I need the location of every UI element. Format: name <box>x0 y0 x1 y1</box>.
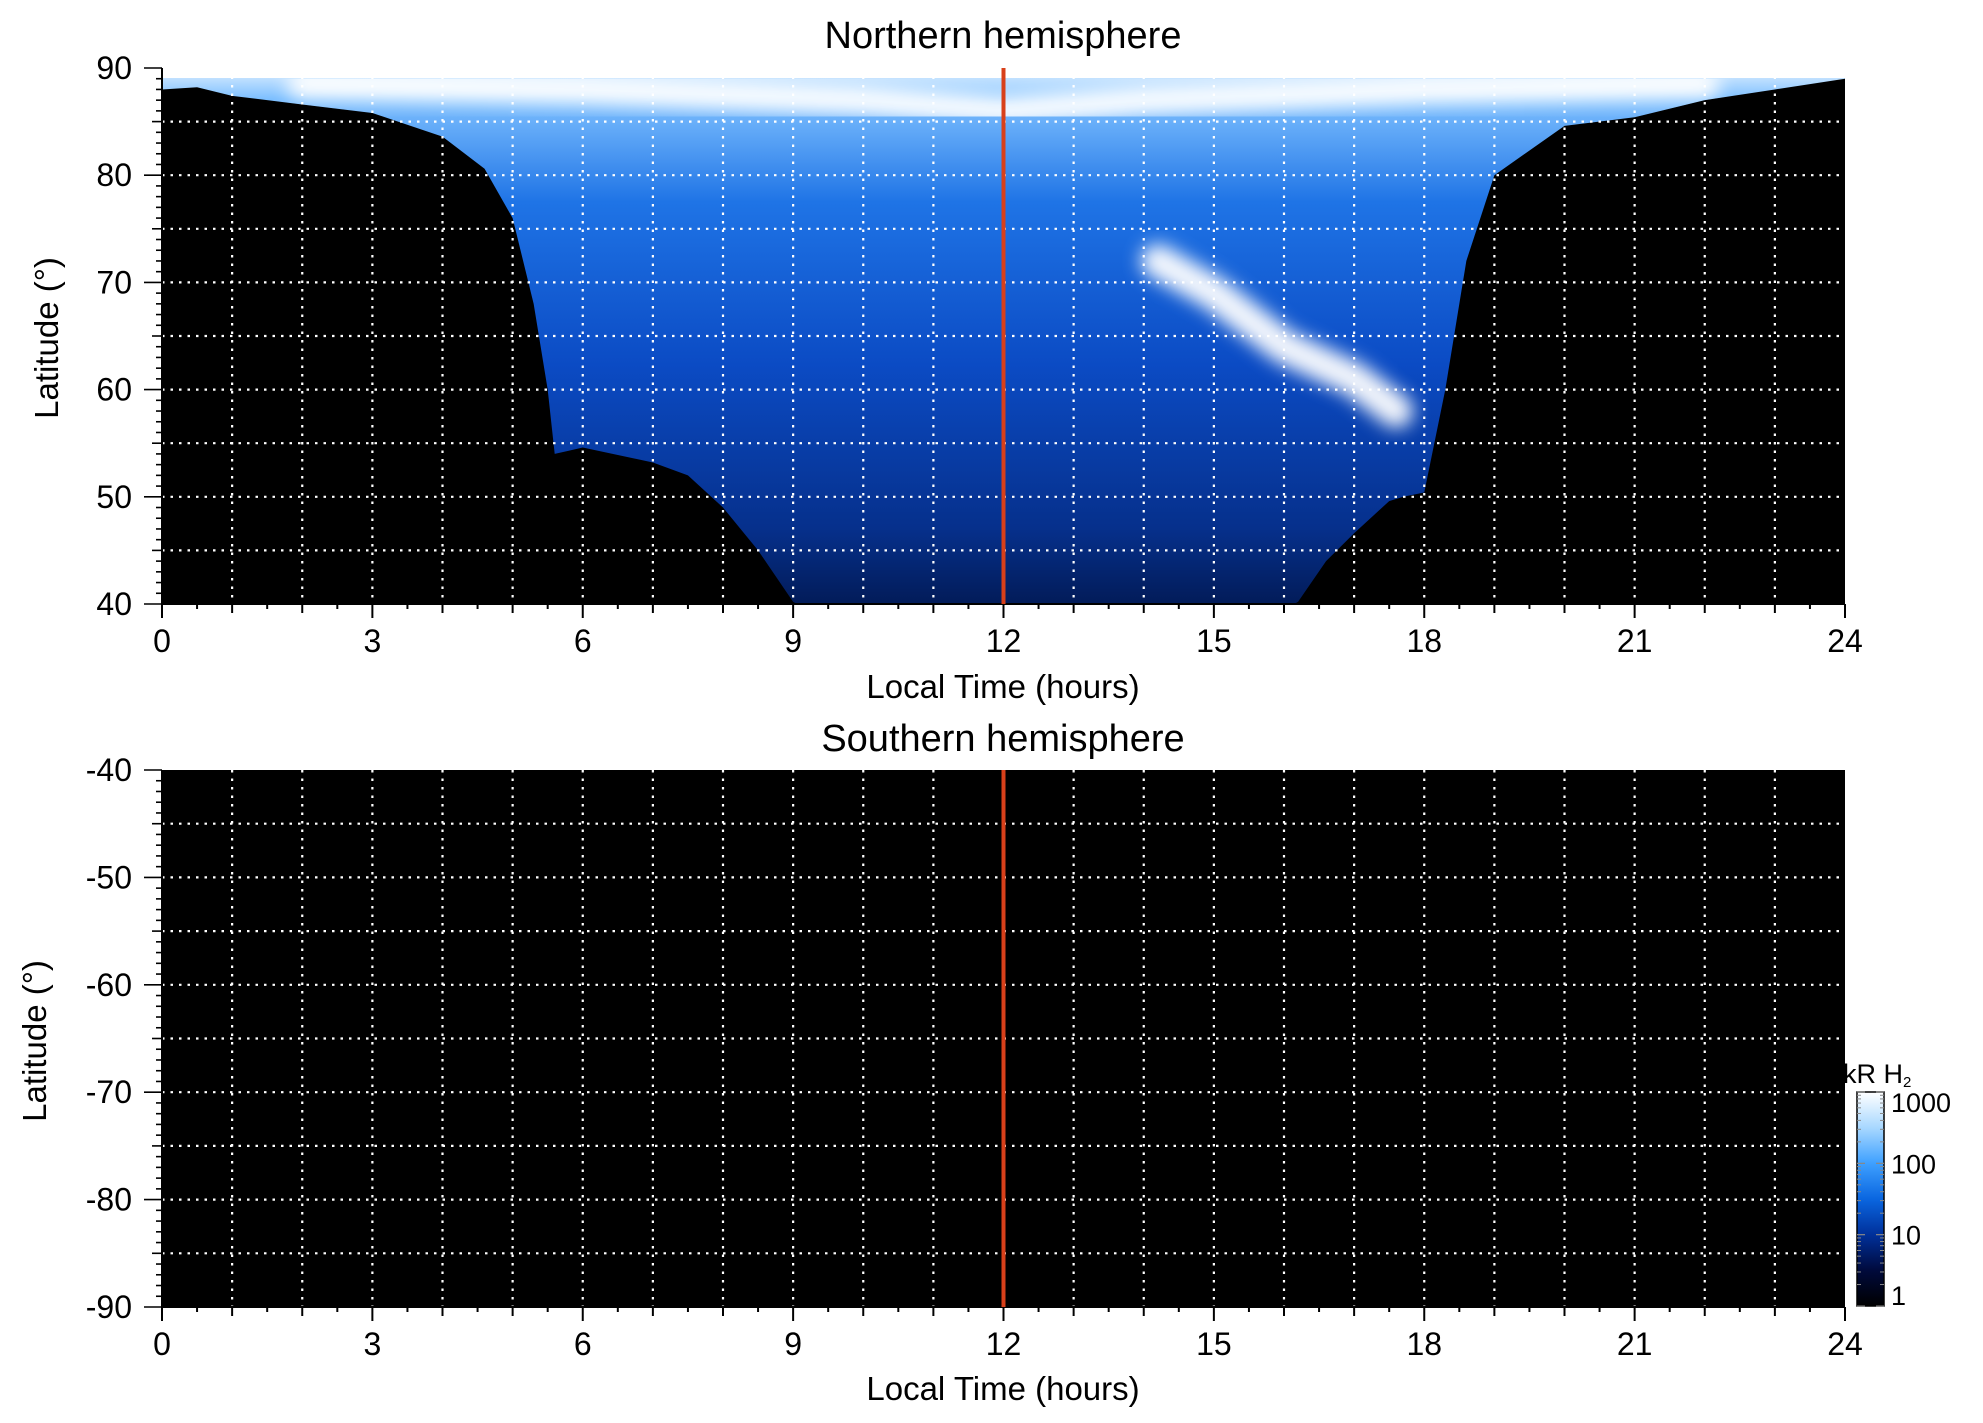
colorbar-title: kR H2 <box>1843 1059 1911 1091</box>
y-tick-label: -70 <box>86 1074 132 1110</box>
y-tick-label: -60 <box>86 967 132 1003</box>
southern-x-tick-labels: 0 3 6 9 12 15 18 21 24 <box>153 1326 1863 1362</box>
colorbar-tick-label: 10 <box>1891 1221 1921 1251</box>
colorbar: kR H2 1000 100 10 1 <box>1843 1059 1951 1311</box>
northern-x-ticks <box>161 603 1846 618</box>
x-tick-label: 3 <box>363 1326 381 1362</box>
x-tick-label: 21 <box>1617 623 1653 659</box>
x-tick-label: 12 <box>986 1326 1022 1362</box>
northern-x-tick-labels: 0 3 6 9 12 15 18 21 24 <box>153 623 1863 659</box>
x-tick-label: 9 <box>784 623 802 659</box>
emission-feature-0 <box>1140 243 1414 429</box>
colorbar-title-subscript: 2 <box>1903 1074 1911 1091</box>
y-tick-label: -80 <box>86 1182 132 1218</box>
x-tick-label: 24 <box>1827 623 1863 659</box>
southern-y-axis-label: Latitude (°) <box>16 960 53 1122</box>
y-tick-label: -40 <box>86 752 132 788</box>
southern-x-axis-label: Local Time (hours) <box>866 1370 1139 1407</box>
northern-y-axis-label: Latitude (°) <box>28 257 65 419</box>
colorbar-tick-label: 1 <box>1891 1281 1906 1311</box>
y-tick-label: 70 <box>96 264 132 300</box>
y-tick-label: -50 <box>86 859 132 895</box>
y-tick-label: 90 <box>96 50 132 86</box>
southern-y-tick-labels: -40 -50 -60 -70 -80 -90 <box>86 752 132 1325</box>
y-tick-label: 80 <box>96 157 132 193</box>
southern-panel-title: Southern hemisphere <box>821 718 1184 760</box>
y-tick-label: 40 <box>96 586 132 622</box>
x-tick-label: 15 <box>1196 623 1232 659</box>
x-tick-label: 21 <box>1617 1326 1653 1362</box>
x-tick-label: 0 <box>153 623 171 659</box>
southern-y-ticks <box>144 769 163 1308</box>
northern-y-ticks <box>144 67 163 605</box>
southern-x-ticks <box>161 1306 1846 1321</box>
x-tick-label: 24 <box>1827 1326 1863 1362</box>
northern-x-axis-label: Local Time (hours) <box>866 668 1139 705</box>
x-tick-label: 0 <box>153 1326 171 1362</box>
colorbar-tick-label: 1000 <box>1891 1088 1951 1118</box>
colorbar-tick-label: 100 <box>1891 1149 1936 1179</box>
y-tick-label: 60 <box>96 372 132 408</box>
colorbar-title-main: kR H <box>1843 1059 1903 1089</box>
northern-y-tick-labels: 40 50 60 70 80 90 <box>96 50 132 622</box>
x-tick-label: 18 <box>1406 1326 1442 1362</box>
x-tick-label: 6 <box>574 623 592 659</box>
colorbar-ticks <box>1857 1091 1884 1307</box>
northern-hemisphere-panel: Northern hemisphere 0 3 6 9 12 15 18 21 24 40 50 6… <box>28 15 1863 705</box>
northern-panel-title: Northern hemisphere <box>825 15 1182 57</box>
colorbar-gradient <box>1856 1091 1885 1307</box>
x-tick-label: 9 <box>784 1326 802 1362</box>
southern-hemisphere-panel: Southern hemisphere 0 3 6 9 12 15 18 21 24 -40 -5… <box>16 718 1863 1407</box>
x-tick-label: 18 <box>1406 623 1442 659</box>
y-tick-label: -90 <box>86 1289 132 1325</box>
x-tick-label: 15 <box>1196 1326 1232 1362</box>
x-tick-label: 6 <box>574 1326 592 1362</box>
x-tick-label: 3 <box>363 623 381 659</box>
y-tick-label: 50 <box>96 479 132 515</box>
colorbar-tick-labels: 1000 100 10 1 <box>1891 1088 1951 1311</box>
x-tick-label: 12 <box>986 623 1022 659</box>
